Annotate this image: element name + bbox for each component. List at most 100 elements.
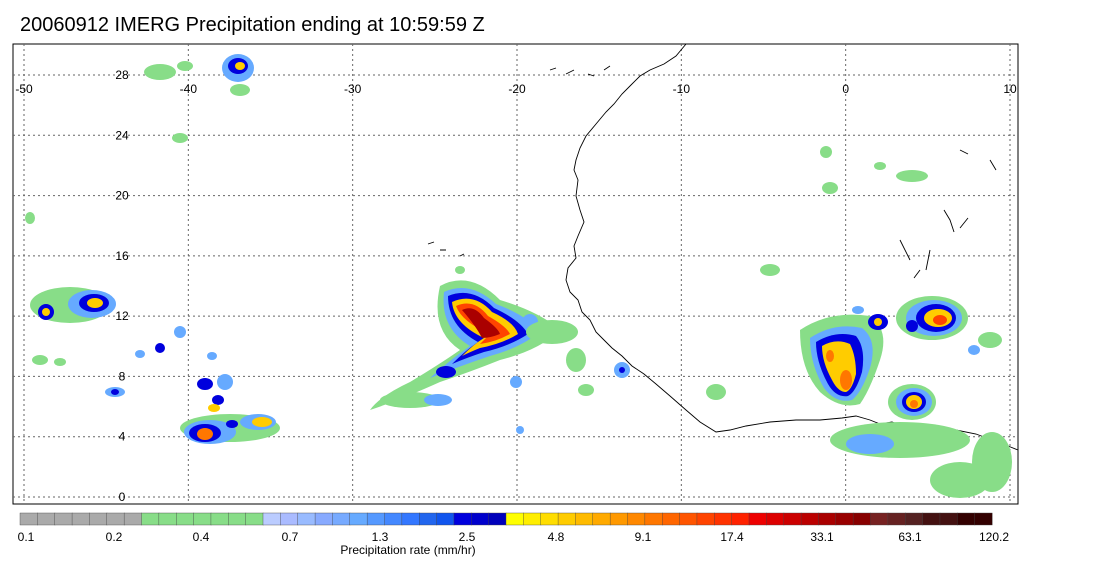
colorbar-swatch	[974, 512, 993, 526]
rain-cell	[197, 378, 213, 390]
colorbar-swatch	[887, 512, 906, 526]
colorbar-swatch	[141, 512, 160, 526]
colorbar-swatch	[384, 512, 403, 526]
colorbar-swatch	[644, 512, 663, 526]
colorbar-swatch	[349, 512, 368, 526]
latitude-label: 12	[115, 309, 129, 323]
rain-cell	[840, 370, 852, 390]
rain-cell	[896, 170, 928, 182]
colorbar-swatch	[540, 512, 559, 526]
canary-islands	[549, 65, 611, 77]
colorbar-swatch	[557, 512, 576, 526]
colorbar-tick-label: 120.2	[979, 530, 1009, 544]
colorbar-swatch	[696, 512, 715, 526]
rain-cell	[226, 420, 238, 428]
colorbar-swatch	[401, 512, 420, 526]
colorbar-swatch	[505, 512, 524, 526]
rain-cell	[424, 394, 452, 406]
rain-cell	[25, 212, 35, 224]
latitude-label: 20	[115, 189, 129, 203]
colorbar-swatch	[54, 512, 73, 526]
rain-cell	[933, 315, 947, 325]
rain-cell	[826, 350, 834, 362]
colorbar-swatch	[262, 512, 281, 526]
longitude-label: -50	[15, 82, 33, 96]
rain-cell	[526, 320, 578, 344]
colorbar-swatch	[679, 512, 698, 526]
colorbar-swatch	[523, 512, 542, 526]
colorbar-tick-label: 2.5	[459, 530, 476, 544]
colorbar-swatch	[905, 512, 924, 526]
rain-cell	[177, 61, 193, 71]
colorbar-swatch	[71, 512, 90, 526]
colorbar-swatch	[297, 512, 316, 526]
colorbar-swatch	[123, 512, 142, 526]
colorbar-tick-label: 0.7	[282, 530, 299, 544]
rain-cell	[510, 376, 522, 388]
colorbar-swatch	[19, 512, 38, 526]
colorbar	[19, 512, 993, 526]
map-title: 20060912 IMERG Precipitation ending at 1…	[20, 14, 485, 36]
colorbar-swatch	[210, 512, 229, 526]
rain-cell	[516, 426, 524, 434]
colorbar-swatch	[419, 512, 438, 526]
colorbar-swatch	[731, 512, 750, 526]
rain-cell	[978, 332, 1002, 348]
rain-cell	[252, 417, 272, 427]
rain-cell	[155, 343, 165, 353]
colorbar-swatch	[89, 512, 108, 526]
colorbar-swatch	[332, 512, 351, 526]
colorbar-swatch	[471, 512, 490, 526]
rain-cell	[197, 428, 213, 440]
latitude-label: 8	[119, 369, 126, 383]
rain-cell	[820, 146, 832, 158]
colorbar-swatch	[193, 512, 212, 526]
colorbar-tick-label: 17.4	[720, 530, 744, 544]
colorbar-swatch	[158, 512, 177, 526]
inland-lakes	[899, 149, 997, 279]
colorbar-tick-labels: 0.1 0.2 0.4 0.7 1.3 2.5 4.8 9.1 17.4 33.1 63.1 120.…	[18, 530, 1010, 544]
rain-cell	[619, 367, 625, 373]
rain-cell	[906, 320, 918, 332]
colorbar-swatch	[592, 512, 611, 526]
rain-cell	[822, 182, 838, 194]
rain-cell	[380, 392, 440, 408]
colorbar-swatch	[627, 512, 646, 526]
rain-cell	[32, 355, 48, 365]
rain-cell	[874, 318, 882, 326]
rain-cell	[217, 374, 233, 390]
rain-cell	[566, 348, 586, 372]
colorbar-tick-label: 4.8	[548, 530, 565, 544]
colorbar-tick-label: 0.4	[193, 530, 210, 544]
rain-cell	[54, 358, 66, 366]
colorbar-swatch	[575, 512, 594, 526]
longitude-label: -30	[344, 82, 362, 96]
cape-verde-islands	[427, 241, 465, 257]
colorbar-swatch	[818, 512, 837, 526]
colorbar-swatch	[662, 512, 681, 526]
longitude-label: 10	[1003, 82, 1017, 96]
colorbar-swatch	[609, 512, 629, 526]
colorbar-swatch	[314, 512, 333, 526]
colorbar-swatch	[228, 512, 247, 526]
rain-cell	[235, 62, 245, 70]
latitude-label: 16	[115, 249, 129, 263]
colorbar-tick-label: 0.2	[106, 530, 123, 544]
precipitation-field	[25, 54, 1012, 498]
rain-cell	[135, 350, 145, 358]
colorbar-tick-label: 1.3	[372, 530, 389, 544]
colorbar-swatch	[922, 512, 941, 526]
rain-cell	[111, 389, 119, 395]
colorbar-swatch	[957, 512, 976, 526]
rain-cell	[455, 266, 465, 274]
colorbar-swatch	[783, 512, 802, 526]
graticule	[13, 44, 1018, 504]
colorbar-tick-label: 33.1	[810, 530, 834, 544]
rain-cell	[230, 84, 250, 96]
rain-cell	[212, 395, 224, 405]
colorbar-swatch	[245, 512, 264, 526]
rain-cell	[852, 306, 864, 314]
latitude-label: 24	[115, 128, 129, 142]
rain-cell	[760, 264, 780, 276]
